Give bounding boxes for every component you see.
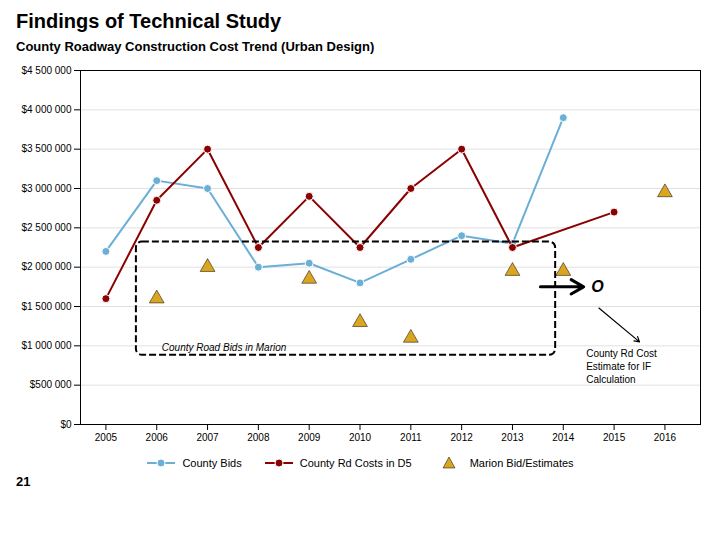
svg-text:County Rd CostEstimate for IFC: County Rd CostEstimate for IFCalculation — [586, 348, 657, 385]
html-text:County Rd Costs in D5: County Rd Costs in D5 — [299, 457, 412, 469]
svg-text:$3 000 000: $3 000 000 — [21, 183, 71, 194]
svg-text:$3 500 000: $3 500 000 — [21, 143, 71, 154]
svg-text:2008: 2008 — [247, 432, 270, 443]
svg-text:$1 500 000: $1 500 000 — [21, 301, 71, 312]
svg-text:$2 000 000: $2 000 000 — [21, 261, 71, 272]
svg-text:2016: 2016 — [654, 432, 677, 443]
html-text:21: 21 — [16, 474, 31, 489]
html-text:Marion Bid/Estimates: Marion Bid/Estimates — [469, 457, 574, 469]
svg-text:2013: 2013 — [501, 432, 524, 443]
svg-text:2009: 2009 — [298, 432, 321, 443]
svg-text:$4 500 000: $4 500 000 — [21, 65, 71, 76]
svg-text:2015: 2015 — [603, 432, 626, 443]
html-text:County Roadway Construction Co: County Roadway Construction Cost Trend (… — [16, 39, 375, 54]
svg-text:2007: 2007 — [196, 432, 219, 443]
svg-text:2012: 2012 — [451, 432, 474, 443]
svg-text:$0: $0 — [60, 419, 72, 430]
svg-text:$500 000: $500 000 — [30, 379, 72, 390]
html-text:County Bids: County Bids — [182, 457, 242, 469]
svg-text:$4 000 000: $4 000 000 — [21, 104, 71, 115]
svg-text:2014: 2014 — [552, 432, 575, 443]
svg-text:County Road Bids in Marion: County Road Bids in Marion — [162, 342, 287, 353]
svg-text:$1 000 000: $1 000 000 — [21, 340, 71, 351]
svg-text:2006: 2006 — [146, 432, 169, 443]
svg-text:2011: 2011 — [400, 432, 422, 443]
svg-text:$2 500 000: $2 500 000 — [21, 222, 71, 233]
svg-text:2005: 2005 — [95, 432, 118, 443]
svg-text:2010: 2010 — [349, 432, 372, 443]
svg-text:O: O — [591, 278, 604, 295]
html-text:Findings of Technical Study: Findings of Technical Study — [16, 10, 282, 32]
